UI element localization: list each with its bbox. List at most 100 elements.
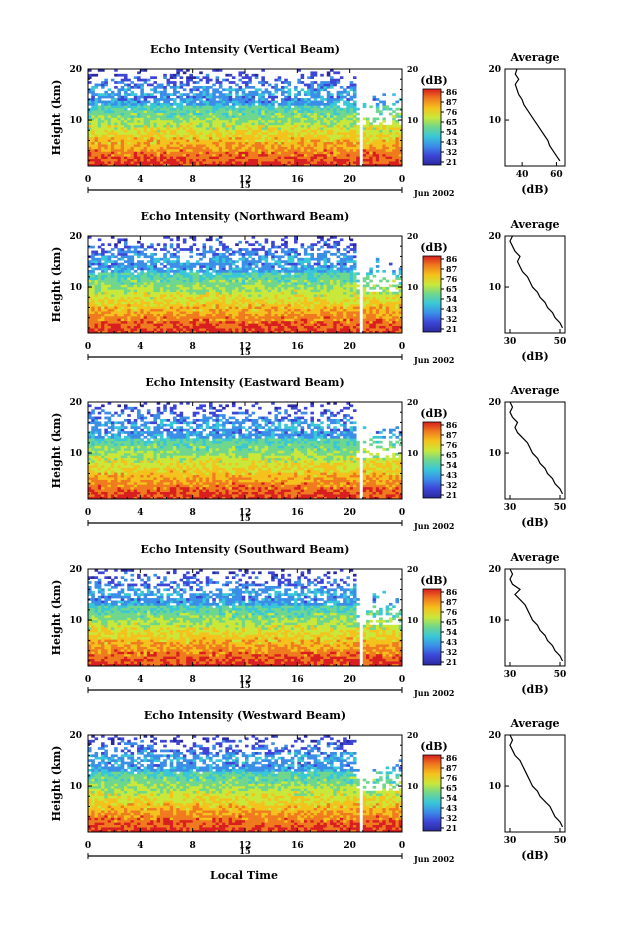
heatmap-cell	[173, 149, 177, 152]
heatmap-cell	[199, 119, 203, 123]
heatmap-cell	[271, 153, 275, 157]
heatmap-cell	[189, 306, 193, 310]
heatmap-cell	[362, 149, 367, 152]
heatmap-cell	[372, 316, 377, 319]
heatmap-cell	[241, 112, 246, 116]
heatmap-cell	[235, 102, 239, 106]
heatmap-cell	[362, 323, 367, 327]
heatmap-cell	[235, 289, 239, 293]
heatmap-cell	[385, 132, 390, 135]
heatmap-cell	[392, 102, 396, 106]
heatmap-cell	[186, 132, 190, 135]
heatmap-cell	[192, 139, 197, 143]
heatmap-cell	[104, 117, 108, 121]
heatmap-cell	[140, 325, 144, 329]
heatmap-cell	[123, 139, 128, 143]
heatmap-cell	[372, 323, 377, 327]
heatmap-cell	[195, 323, 200, 327]
heatmap-cell	[146, 100, 151, 104]
heatmap-cell	[88, 311, 92, 314]
heatmap-cell	[156, 296, 161, 300]
heatmap-cell	[316, 286, 321, 290]
heatmap-cell	[94, 144, 99, 147]
heatmap-cell	[284, 117, 288, 121]
heatmap-cell	[146, 301, 151, 305]
heatmap-cell	[179, 124, 184, 128]
heatmap-cell	[114, 323, 118, 327]
heatmap-cell	[346, 163, 350, 167]
heatmap-cell	[382, 127, 386, 130]
heatmap-cell	[153, 76, 157, 79]
heatmap-cell	[385, 141, 390, 145]
heatmap-cell	[189, 141, 193, 145]
heatmap-cell	[261, 153, 265, 157]
heatmap-cell	[316, 163, 321, 167]
heatmap-cell	[123, 158, 128, 162]
heatmap-cell	[267, 139, 272, 143]
heatmap-cell	[218, 85, 223, 89]
heatmap-cell	[192, 289, 197, 293]
heatmap-cell	[336, 328, 341, 331]
heatmap-cell	[241, 303, 246, 307]
heatmap-cell	[228, 328, 233, 331]
heatmap-cell	[107, 161, 112, 164]
heatmap-cell	[117, 112, 122, 116]
heatmap-cell	[241, 318, 246, 322]
heatmap-cell	[346, 105, 350, 109]
heatmap-cell	[231, 291, 236, 295]
heatmap-cell	[159, 124, 164, 128]
heatmap-cell	[120, 301, 125, 305]
heatmap-cell	[352, 316, 357, 319]
heatmap-cell	[274, 117, 279, 121]
heatmap-cell	[307, 163, 311, 167]
x-tick-label: 0	[85, 175, 91, 185]
heatmap-cell	[101, 132, 105, 135]
heatmap-cell	[352, 308, 357, 312]
heatmap-cell	[150, 296, 154, 300]
heatmap-cell	[205, 316, 210, 319]
heatmap-cell	[114, 163, 118, 167]
heatmap-cell	[392, 303, 396, 307]
heatmap-cell	[274, 161, 279, 164]
heatmap-cell	[313, 107, 318, 111]
heatmap-cell	[186, 129, 190, 133]
heatmap-cell	[231, 151, 236, 155]
heatmap-cell	[303, 318, 308, 322]
heatmap-cell	[343, 115, 347, 118]
heatmap-cell	[274, 328, 279, 331]
heatmap-cell	[120, 129, 125, 133]
heatmap-cell	[254, 301, 259, 305]
heatmap-cell	[156, 163, 161, 167]
heatmap-cell	[97, 117, 102, 121]
heatmap-cell	[287, 318, 292, 322]
heatmap-cell	[307, 76, 311, 79]
heatmap-cell	[143, 136, 148, 140]
heatmap-cell	[241, 284, 246, 288]
heatmap-cell	[202, 163, 207, 167]
heatmap-cell	[274, 132, 279, 135]
heatmap-cell	[222, 296, 226, 300]
heatmap-cell	[333, 105, 337, 109]
heatmap-cell	[254, 119, 259, 123]
heatmap-cell	[258, 294, 262, 297]
heatmap-cell	[137, 141, 141, 145]
heatmap-cell	[362, 156, 367, 160]
heatmap-cell	[320, 139, 324, 143]
heatmap-cell	[231, 308, 236, 312]
heatmap-cell	[231, 110, 236, 113]
heatmap-cell	[114, 81, 118, 84]
heatmap-cell	[150, 299, 154, 302]
heatmap-cell	[235, 328, 239, 331]
heatmap-cell	[395, 303, 400, 307]
heatmap-cell	[120, 81, 125, 84]
heatmap-cell	[241, 71, 246, 75]
heatmap-cell	[339, 294, 344, 297]
heatmap-cell	[107, 320, 112, 324]
heatmap-cell	[104, 134, 108, 138]
heatmap-cell	[261, 323, 265, 327]
heatmap-cell	[199, 122, 203, 126]
heatmap-cell	[209, 318, 213, 322]
heatmap-cell	[336, 301, 341, 305]
heatmap-cell	[133, 102, 138, 106]
heatmap-cell	[372, 141, 377, 145]
